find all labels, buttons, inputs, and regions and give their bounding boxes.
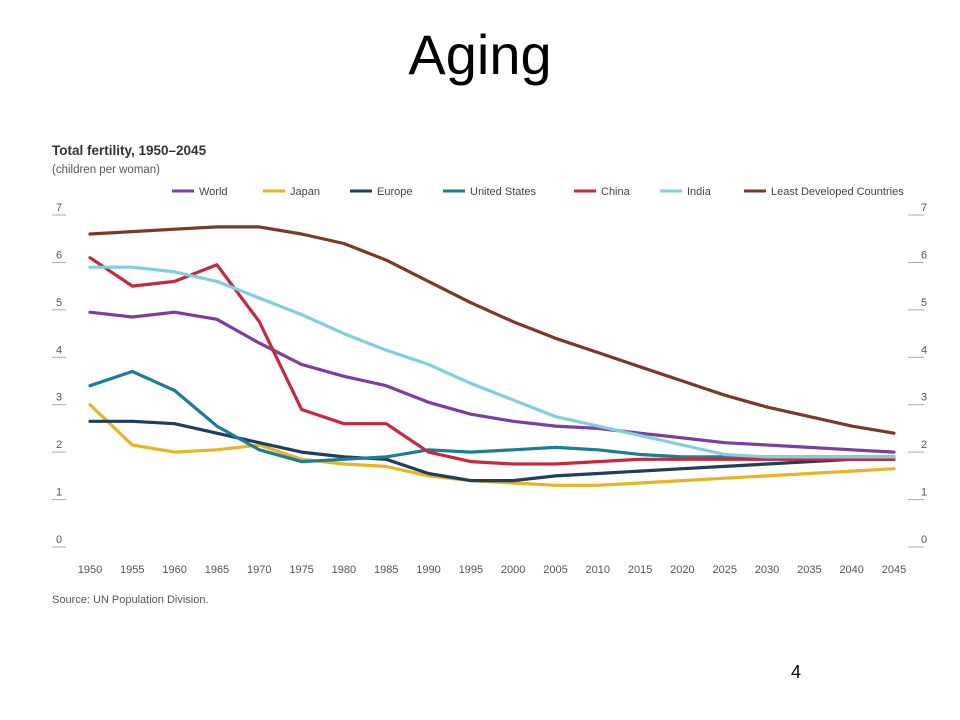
y-tick-label-right: 2 <box>921 439 927 451</box>
y-tick-label-left: 3 <box>56 392 62 404</box>
x-tick-label: 2015 <box>628 564 652 576</box>
x-tick-label: 2040 <box>839 564 863 576</box>
x-tick-label: 1995 <box>459 564 483 576</box>
x-tick-label: 2010 <box>586 564 610 576</box>
y-tick-label-left: 5 <box>56 297 62 309</box>
y-tick-label-right: 6 <box>921 249 927 261</box>
x-tick-label: 2020 <box>670 564 694 576</box>
y-tick-label-left: 6 <box>56 249 62 261</box>
x-tick-label: 1975 <box>289 564 313 576</box>
x-tick-label: 1965 <box>205 564 229 576</box>
legend-item: Europe <box>377 186 412 198</box>
y-tick-label-right: 3 <box>921 392 927 404</box>
x-tick-label: 1980 <box>332 564 356 576</box>
y-tick-label-right: 7 <box>921 202 927 214</box>
y-tick-label-right: 1 <box>921 487 927 499</box>
legend-item: India <box>687 186 712 198</box>
y-tick-label-left: 0 <box>56 534 62 546</box>
legend-item: Japan <box>290 186 320 198</box>
y-tick-label-left: 4 <box>56 344 62 356</box>
x-tick-label: 1970 <box>247 564 271 576</box>
page-number: 4 <box>791 662 802 682</box>
legend-item: World <box>199 186 228 198</box>
legend-item: Least Developed Countries <box>771 186 904 198</box>
x-tick-label: 1990 <box>416 564 440 576</box>
x-axis: 1950 1955 1960 1965 1970 1975 1980 1985 1990 1995… <box>78 564 906 576</box>
y-tick-label-left: 7 <box>56 202 62 214</box>
x-tick-label: 2000 <box>501 564 525 576</box>
y-tick-label-right: 5 <box>921 297 927 309</box>
x-tick-label: 1950 <box>78 564 102 576</box>
y-axis-left: 0 1 2 3 4 5 6 7 <box>52 202 66 548</box>
x-tick-label: 2035 <box>797 564 821 576</box>
x-tick-label: 2045 <box>882 564 906 576</box>
x-tick-label: 1985 <box>374 564 398 576</box>
legend-item: China <box>601 186 631 198</box>
series-line <box>88 225 896 435</box>
x-tick-label: 1955 <box>120 564 144 576</box>
slide-title: Aging <box>408 23 552 86</box>
y-tick-label-left: 1 <box>56 487 62 499</box>
chart-title: Total fertility, 1950–2045 <box>52 143 207 158</box>
x-tick-label: 2025 <box>712 564 736 576</box>
x-tick-label: 2030 <box>755 564 779 576</box>
y-tick-label-left: 2 <box>56 439 62 451</box>
y-tick-label-right: 4 <box>921 344 927 356</box>
series-line <box>88 256 896 466</box>
x-tick-label: 2005 <box>543 564 567 576</box>
series-line <box>88 419 896 483</box>
chart-legend: World Japan Europe United States China India L… <box>172 186 904 198</box>
x-tick-label: 1960 <box>162 564 186 576</box>
series-line <box>88 265 896 459</box>
chart-subtitle: (children per woman) <box>52 164 160 176</box>
y-tick-label-right: 0 <box>921 534 927 546</box>
y-axis-right: 0 1 2 3 4 5 6 7 <box>908 202 927 548</box>
legend-item: United States <box>470 186 537 198</box>
series-line <box>88 310 896 454</box>
chart-source: Source: UN Population Division. <box>52 594 209 606</box>
series-lines <box>88 225 896 487</box>
